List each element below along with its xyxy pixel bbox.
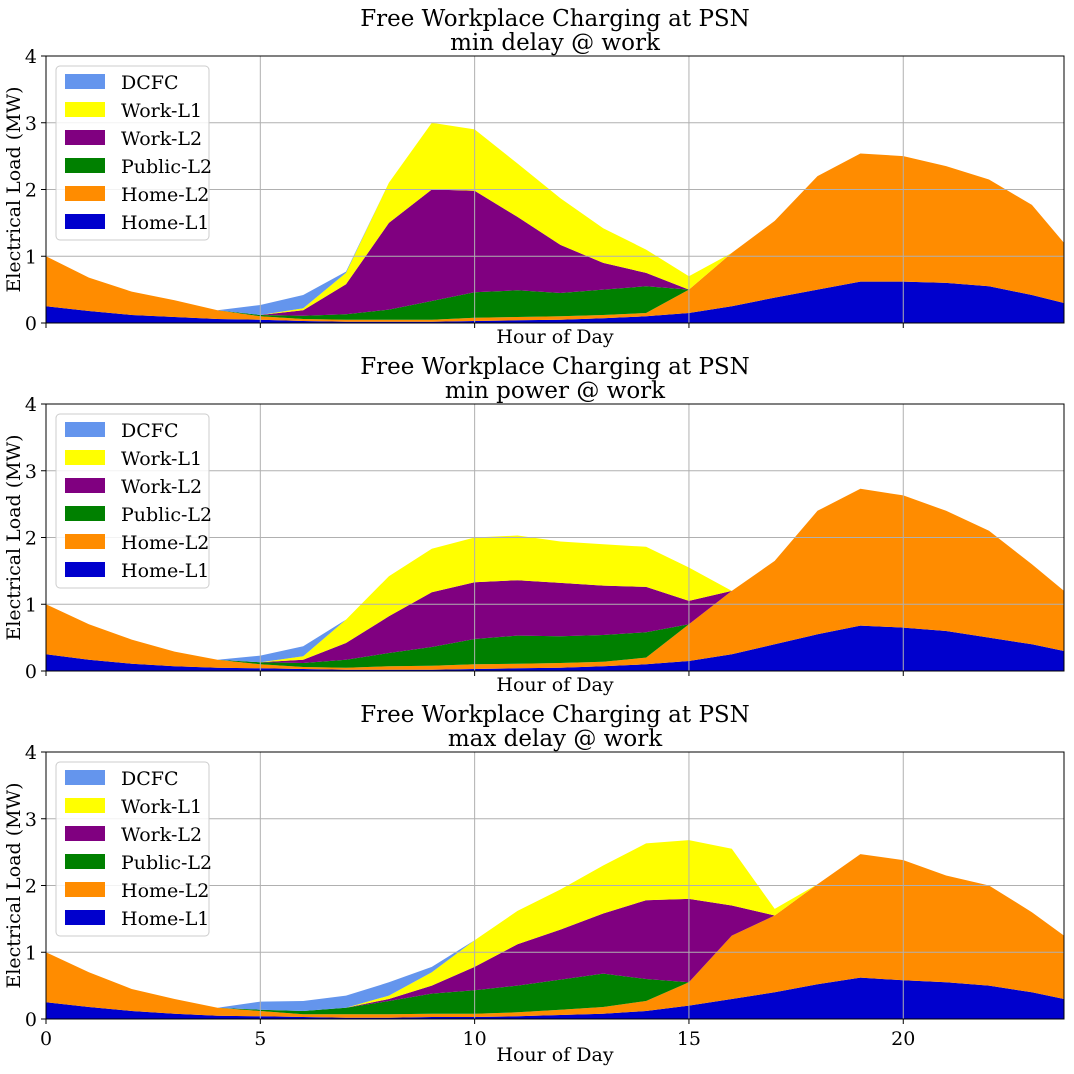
legend: DCFC Work-L1 Work-L2 Public-L2 Home-L2 Home-L…: [55, 65, 212, 241]
y-tick-label: 0: [25, 661, 37, 683]
legend-label-home-l2: Home-L2: [121, 184, 209, 206]
x-tick-label: 0: [40, 1028, 52, 1050]
chart-title: Free Workplace Charging at PSN: [360, 702, 750, 728]
y-tick-label: 3: [25, 461, 37, 483]
legend-label-home-l2: Home-L2: [121, 532, 209, 554]
legend-label-home-l1: Home-L1: [121, 908, 209, 930]
area-layer: [46, 122, 1064, 323]
legend-swatch-home-l2: [65, 882, 105, 897]
y-tick-label: 4: [25, 742, 37, 764]
legend-label-home-l2: Home-L2: [121, 880, 209, 902]
legend-swatch-dcfc: [65, 770, 105, 785]
chart-subtitle: min power @ work: [445, 378, 666, 404]
legend-swatch-work-l2: [65, 130, 105, 145]
area-home-l1: [46, 977, 1064, 1019]
legend-swatch-home-l2: [65, 534, 105, 549]
y-tick-label: 2: [25, 528, 37, 550]
legend-label-public-l2: Public-L2: [121, 852, 212, 874]
legend-swatch-work-l1: [65, 102, 105, 117]
legend-label-dcfc: DCFC: [121, 768, 179, 790]
area-home-l1: [46, 625, 1064, 671]
y-axis-label: Electrical Load (MW): [3, 434, 25, 640]
legend-swatch-work-l2: [65, 478, 105, 493]
area-layer: [46, 840, 1064, 1019]
legend-swatch-work-l1: [65, 798, 105, 813]
legend-swatch-home-l1: [65, 910, 105, 925]
area-work-l1: [46, 122, 1064, 315]
area-work-l1: [46, 488, 1064, 663]
y-tick-label: 1: [25, 942, 37, 964]
y-tick-label: 0: [25, 313, 37, 335]
legend-label-work-l2: Work-L2: [121, 824, 202, 846]
legend-label-work-l1: Work-L1: [121, 100, 202, 122]
legend-swatch-home-l2: [65, 186, 105, 201]
area-home-l2: [46, 854, 1064, 1018]
y-tick-label: 2: [25, 876, 37, 898]
y-tick-label: 3: [25, 809, 37, 831]
area-work-l2: [46, 488, 1064, 663]
x-tick-label: 20: [891, 1028, 915, 1050]
area-work-l1: [46, 840, 1064, 1011]
y-tick-label: 0: [25, 1009, 37, 1031]
legend-swatch-dcfc: [65, 74, 105, 89]
y-axis-label: Electrical Load (MW): [3, 86, 25, 292]
legend-swatch-work-l1: [65, 450, 105, 465]
x-axis-label: Hour of Day: [496, 1044, 613, 1066]
legend-label-work-l1: Work-L1: [121, 448, 202, 470]
legend-label-work-l1: Work-L1: [121, 796, 202, 818]
area-work-l2: [46, 854, 1064, 1011]
y-tick-label: 2: [25, 180, 37, 202]
legend-swatch-home-l1: [65, 562, 105, 577]
x-tick-label: 15: [677, 1028, 701, 1050]
x-tick-label: 5: [254, 1028, 266, 1050]
legend-label-dcfc: DCFC: [121, 72, 179, 94]
x-axis-label: Hour of Day: [496, 326, 613, 348]
area-home-l2: [46, 153, 1064, 322]
legend-swatch-public-l2: [65, 506, 105, 521]
legend-label-work-l2: Work-L2: [121, 476, 202, 498]
y-tick-label: 3: [25, 113, 37, 135]
y-tick-label: 1: [25, 246, 37, 268]
legend-label-work-l2: Work-L2: [121, 128, 202, 150]
chart-title: Free Workplace Charging at PSN: [360, 6, 750, 32]
y-tick-label: 4: [25, 394, 37, 416]
x-tick-label: 10: [463, 1028, 487, 1050]
area-home-l1: [46, 281, 1064, 323]
legend-swatch-dcfc: [65, 422, 105, 437]
y-axis-label: Electrical Load (MW): [3, 782, 25, 988]
area-layer: [46, 488, 1064, 671]
chart-subtitle: max delay @ work: [448, 726, 663, 752]
legend-label-home-l1: Home-L1: [121, 212, 209, 234]
legend-label-public-l2: Public-L2: [121, 156, 212, 178]
legend-swatch-public-l2: [65, 158, 105, 173]
legend-swatch-work-l2: [65, 826, 105, 841]
legend-swatch-public-l2: [65, 854, 105, 869]
legend-label-home-l1: Home-L1: [121, 560, 209, 582]
legend: DCFC Work-L1 Work-L2 Public-L2 Home-L2 Home-L…: [55, 761, 212, 937]
y-tick-label: 1: [25, 594, 37, 616]
legend: DCFC Work-L1 Work-L2 Public-L2 Home-L2 Home-L…: [55, 413, 212, 589]
legend-label-public-l2: Public-L2: [121, 504, 212, 526]
y-tick-label: 4: [25, 46, 37, 68]
legend-label-dcfc: DCFC: [121, 420, 179, 442]
legend-swatch-home-l1: [65, 214, 105, 229]
area-home-l2: [46, 488, 1064, 670]
area-work-l2: [46, 153, 1064, 316]
chart-subtitle: min delay @ work: [450, 30, 661, 56]
area-public-l2: [46, 854, 1064, 1015]
x-axis-label: Hour of Day: [496, 674, 613, 696]
chart-title: Free Workplace Charging at PSN: [360, 354, 750, 380]
